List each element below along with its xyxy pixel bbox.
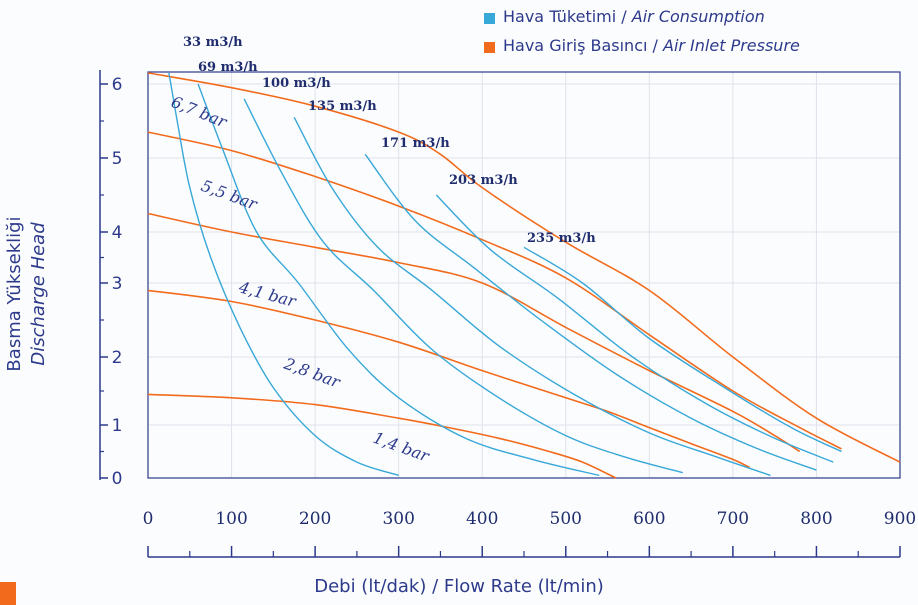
y-tick-label: 0: [112, 469, 123, 489]
x-tick-label: 100: [215, 509, 247, 529]
pressure-curve: [147, 289, 750, 469]
consumption-label: 135 m3/h: [308, 99, 377, 114]
consumption-curves: [168, 72, 842, 477]
pressure-label: 1,4 bar: [371, 428, 433, 466]
consumption-label: 69 m3/h: [198, 60, 258, 75]
legend-swatch-air-inlet-pressure: [484, 42, 495, 53]
consumption-label: 203 m3/h: [449, 173, 518, 188]
x-tick-label: 400: [466, 509, 498, 529]
y-tick-label: 5: [112, 149, 123, 169]
legend-air-inlet-pressure-tr: Hava Giriş Basıncı /: [503, 36, 663, 55]
pressure-label: 2,8 bar: [281, 354, 344, 392]
x-tick-label: 600: [633, 509, 665, 529]
pressure-label: 5,5 bar: [199, 176, 261, 214]
x-tick-label: 0: [143, 509, 154, 529]
consumption-curve: [243, 98, 683, 474]
x-tick-label: 500: [550, 509, 582, 529]
x-tick-label: 300: [382, 509, 414, 529]
x-axis: 0 100 200 300 400 500 600 700 800 900: [143, 509, 916, 558]
y-tick-label: 3: [112, 274, 123, 294]
legend-air-consumption-tr: Hava Tüketimi /: [503, 7, 632, 26]
consumption-curve: [293, 116, 771, 477]
legend-air-inlet-pressure: Hava Giriş Basıncı / Air Inlet Pressure: [503, 36, 800, 55]
x-axis-label: Debi (lt/dak) / Flow Rate (lt/min): [314, 576, 604, 597]
consumption-curve: [168, 72, 399, 477]
consumption-label: 100 m3/h: [262, 76, 331, 91]
plot-border: [147, 71, 901, 479]
pressure-curve: [147, 72, 901, 463]
y-tick-label: 1: [112, 416, 123, 436]
consumption-curve: [435, 194, 834, 463]
x-tick-label: 700: [717, 509, 749, 529]
orange-corner-mark: [0, 582, 16, 605]
consumption-curve: [364, 153, 817, 471]
y-tick-label: 2: [112, 348, 123, 368]
consumption-curve: [197, 83, 600, 477]
curve-labels: 33 m3/h 69 m3/h 100 m3/h 135 m3/h 171 m3/h 20…: [169, 35, 597, 466]
legend-air-consumption-en: Air Consumption: [631, 7, 765, 26]
consumption-label: 33 m3/h: [183, 35, 243, 50]
legend-swatch-air-consumption: [484, 13, 495, 24]
x-tick-label: 200: [299, 509, 331, 529]
y-tick-label: 4: [112, 223, 123, 243]
legend-air-consumption: Hava Tüketimi / Air Consumption: [503, 7, 765, 26]
legend-air-inlet-pressure-en: Air Inlet Pressure: [663, 36, 800, 55]
x-tick-label: 900: [884, 509, 916, 529]
pressure-curve: [147, 131, 842, 450]
plot-frame: [147, 71, 901, 479]
pressure-label: 4,1 bar: [236, 277, 299, 311]
consumption-curve: [523, 246, 842, 453]
consumption-label: 171 m3/h: [381, 136, 450, 151]
y-tick-label: 6: [112, 75, 123, 95]
y-axis: 0 1 2 3 4 5 6: [99, 70, 123, 489]
grid: [148, 72, 900, 478]
consumption-label: 235 m3/h: [527, 231, 596, 246]
x-tick-label: 800: [800, 509, 832, 529]
pressure-curve: [147, 393, 617, 479]
